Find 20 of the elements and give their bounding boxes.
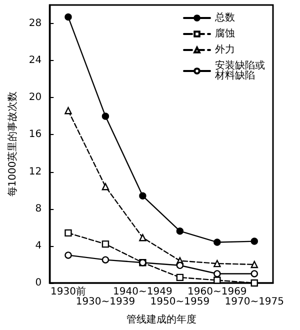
x-tick-label: 1930前 — [50, 286, 86, 298]
y-tick-label: 8 — [35, 203, 42, 214]
x-tick-label: 1970~1975 — [224, 296, 284, 308]
y-tick-label: 16 — [28, 129, 42, 140]
x-tick-label: 1940~1949 — [113, 286, 172, 298]
x-tick-label: 1960~1969 — [188, 286, 247, 298]
y-tick-label: 28 — [28, 18, 42, 30]
y-tick-label: 12 — [28, 166, 42, 178]
x-tick-label: 1930~1939 — [76, 296, 136, 308]
x-tick-label: 1950~1959 — [150, 296, 210, 308]
y-tick-label: 20 — [28, 92, 42, 104]
legend-label: 外力 — [215, 44, 235, 56]
y-tick-label: 4 — [35, 240, 42, 252]
y-tick-label: 0 — [35, 278, 42, 288]
y-tick-label: 24 — [28, 55, 42, 66]
y-axis-title: 每1000英里的事故次数 — [6, 91, 18, 197]
legend-label: 安装缺陷或材料缺陷 — [214, 60, 265, 82]
legend-label: 总数 — [214, 12, 235, 24]
legend-label: 腐蚀 — [215, 28, 235, 40]
x-axis-title: 管线建成的年度 — [126, 314, 196, 326]
